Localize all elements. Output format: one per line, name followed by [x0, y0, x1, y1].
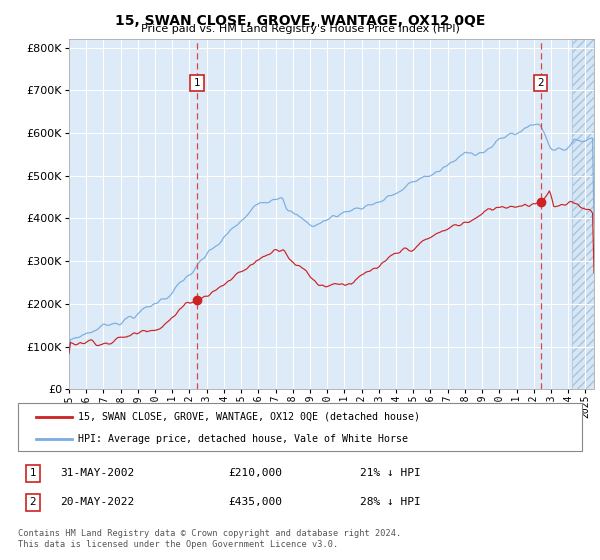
Text: 2: 2: [29, 497, 37, 507]
Text: 31-MAY-2002: 31-MAY-2002: [60, 468, 134, 478]
Text: 21% ↓ HPI: 21% ↓ HPI: [360, 468, 421, 478]
Bar: [572, 39, 600, 389]
Text: 15, SWAN CLOSE, GROVE, WANTAGE, OX12 0QE: 15, SWAN CLOSE, GROVE, WANTAGE, OX12 0QE: [115, 14, 485, 28]
Text: 1: 1: [194, 78, 200, 88]
Text: 1: 1: [29, 468, 37, 478]
Text: 28% ↓ HPI: 28% ↓ HPI: [360, 497, 421, 507]
Text: 2: 2: [538, 78, 544, 88]
Text: 20-MAY-2022: 20-MAY-2022: [60, 497, 134, 507]
Text: 15, SWAN CLOSE, GROVE, WANTAGE, OX12 0QE (detached house): 15, SWAN CLOSE, GROVE, WANTAGE, OX12 0QE…: [78, 412, 420, 422]
Text: £210,000: £210,000: [228, 468, 282, 478]
Text: Contains HM Land Registry data © Crown copyright and database right 2024.
This d: Contains HM Land Registry data © Crown c…: [18, 529, 401, 549]
Text: HPI: Average price, detached house, Vale of White Horse: HPI: Average price, detached house, Vale…: [78, 434, 408, 444]
Text: £435,000: £435,000: [228, 497, 282, 507]
Bar: [572, 39, 600, 389]
Text: Price paid vs. HM Land Registry's House Price Index (HPI): Price paid vs. HM Land Registry's House …: [140, 24, 460, 34]
